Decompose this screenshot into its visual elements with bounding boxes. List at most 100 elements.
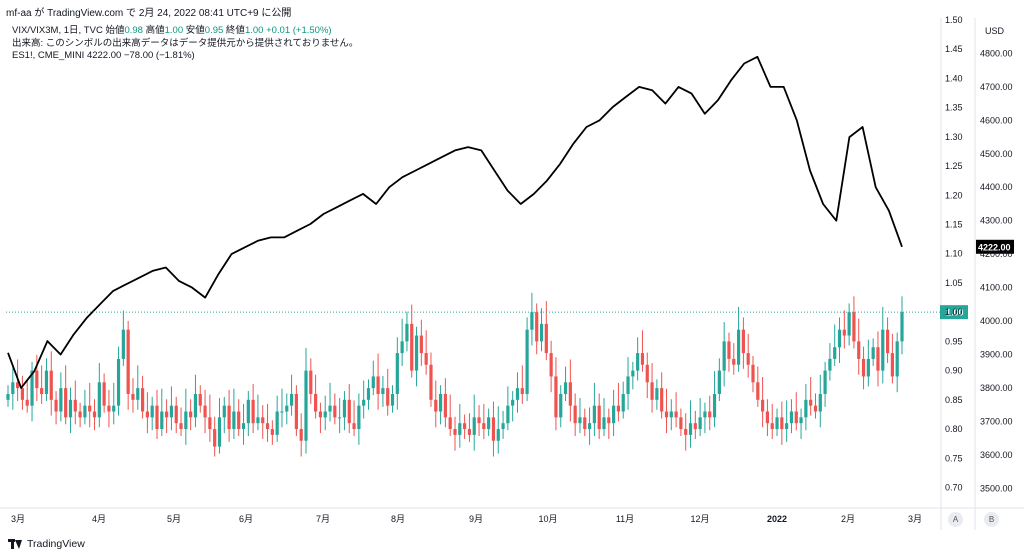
candle-body [621,393,625,412]
candle-body [294,393,298,430]
candle-body [424,353,428,365]
candle-body [299,429,303,441]
candle-body [587,423,592,430]
candle-body [357,405,361,430]
candle-body [866,358,870,377]
candle-body [20,388,25,400]
candle-body [463,423,467,430]
candle-body [549,353,553,377]
candle-body [97,382,101,418]
candle-body [501,423,505,430]
candle-body [414,335,419,371]
candle-body [395,353,399,394]
candle-body [193,393,198,418]
candle-body [496,429,500,441]
candle-body [376,376,380,394]
candle-body [645,364,649,383]
candle-body [318,411,323,418]
candle-body [280,411,284,413]
candle-body [145,411,149,418]
candle-body [64,388,68,418]
candle-body [410,323,414,371]
candle-body [679,417,683,430]
candle-body [736,329,741,365]
candle-body [722,341,726,371]
legend-close-value: 1.00 [244,25,264,36]
tradingview-brand[interactable]: TradingView [8,538,85,550]
candle-body [727,341,731,359]
candle-body [102,382,106,406]
legend: VIX/VIX3M, 1日, TVC 始値0.98 高値1.00 安値0.95 … [12,25,358,63]
legend-low-value: 0.95 [204,25,224,36]
price-tick-label: 3500.00 [980,483,1013,493]
candle-body [184,411,188,430]
candle-body [222,405,226,418]
candle-body [732,358,736,365]
price-tick-label: 3700.00 [980,416,1013,426]
candle-body [155,405,159,430]
candle-body [338,417,342,419]
ratio-tick-label: 1.25 [945,161,963,171]
candle-body [333,405,337,418]
candle-body [578,417,582,424]
candle-body [88,405,92,412]
ratio-tick-label: 1.45 [945,44,963,54]
candle-body [217,417,222,447]
candle-body [54,399,58,412]
candle-body [438,393,443,412]
candle-body [150,405,154,418]
candle-body [165,411,169,418]
legend-high-value: 1.00 [164,25,184,36]
candle-body [770,423,774,430]
legend-ohlc-row: VIX/VIX3M, 1日, TVC 始値0.98 高値1.00 安値0.95 … [12,25,358,38]
currency-label: USD [985,26,1005,36]
candle-body [261,417,265,424]
x-tick-label: 8月 [391,514,405,524]
scale-button-b[interactable]: B [984,512,999,527]
candle-body [799,417,803,424]
candle-body [241,423,246,430]
candle-body [765,411,770,424]
legend-low-label: 安値 [185,25,205,36]
ratio-tick-label: 1.30 [945,132,963,142]
ratio-tick-label: 1.00 [945,307,963,317]
candle-body [256,417,260,424]
brand-label: TradingView [27,538,85,550]
candle-body [539,323,544,342]
price-tick-label: 3800.00 [980,383,1013,393]
candle-body [40,388,44,394]
top-bar: mf-aa が TradingView.com で 2月 24, 2022 08… [0,0,1024,20]
price-tick-label: 4000.00 [980,316,1013,326]
candle-body [342,399,347,418]
ratio-tick-label: 1.50 [945,15,963,25]
ratio-tick-label: 0.80 [945,424,963,434]
candle-body [804,399,808,418]
candle-body [390,393,395,406]
x-tick-label: 2022 [767,514,787,524]
candle-body [270,429,274,435]
candle-body [189,411,193,418]
candle-body [487,417,491,430]
candle-body [698,417,702,430]
scale-button-a[interactable]: A [948,512,963,527]
candle-body [751,364,755,383]
candle-body [674,411,678,418]
candle-body [405,323,409,342]
candle-body [554,376,558,418]
ratio-tick-label: 1.40 [945,73,963,83]
candle-body [362,399,366,406]
candle-body [520,388,524,394]
footer: TradingView [0,535,1024,555]
candle-body [131,393,135,400]
candle-body [655,388,659,400]
candle-body [818,393,822,412]
candle-body [693,423,697,430]
x-tick-label: 10月 [538,514,557,524]
candle-body [794,411,798,424]
candle-body [861,358,866,377]
candle-body [626,376,630,394]
candle-body [857,341,861,359]
candle-body [660,388,664,412]
candle-body [890,353,894,377]
